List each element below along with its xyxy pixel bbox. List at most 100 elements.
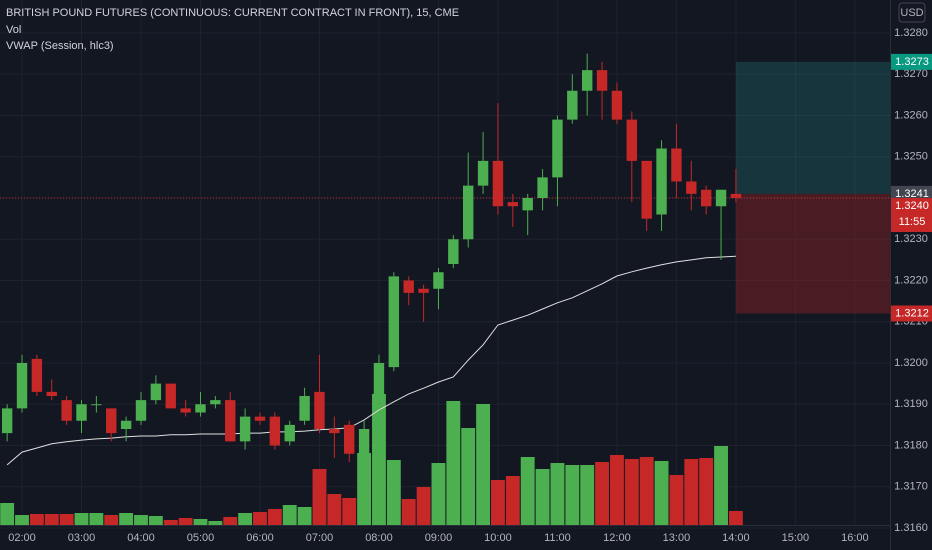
candle-body [61, 400, 72, 421]
volume-bar [119, 513, 134, 525]
price-tag-label: 1.3241 [895, 188, 929, 200]
candle-body [135, 400, 147, 421]
x-tick-label: 04:00 [127, 532, 155, 544]
candle-body [239, 416, 251, 442]
volume-bar [89, 513, 104, 525]
currency-label[interactable]: USD [900, 7, 923, 19]
x-tick-label: 09:00 [425, 532, 453, 544]
volume-bar [461, 428, 476, 525]
plot [0, 53, 890, 525]
volume-bar [595, 462, 609, 525]
candle-body [418, 288, 429, 293]
y-tick-label: 1.3180 [894, 439, 928, 451]
volume-bar [476, 404, 491, 525]
last-price-label: 1.3240 [895, 200, 929, 212]
candle-body [507, 202, 519, 207]
candle-body [16, 363, 28, 409]
y-tick-label: 1.3220 [894, 274, 928, 286]
volume-bar [238, 513, 253, 525]
candle-body [403, 280, 414, 293]
vwap-line [6, 255, 736, 466]
y-tick-label: 1.3280 [894, 27, 928, 39]
candle-body [700, 189, 712, 207]
candle-body [284, 424, 295, 442]
x-tick-label: 14:00 [722, 532, 750, 544]
y-tick-label: 1.3270 [894, 68, 928, 80]
candle-body [210, 400, 221, 405]
candle-body [1, 408, 13, 434]
x-tick-label: 02:00 [8, 532, 36, 544]
candle-body [492, 160, 504, 207]
candle-body [329, 429, 340, 434]
x-tick-label: 06:00 [246, 532, 274, 544]
candle-body [76, 404, 87, 421]
volume-bar [386, 460, 401, 525]
volume-bar [550, 463, 565, 525]
volume-bar [624, 459, 639, 525]
candle-body [715, 189, 727, 207]
candle-body [671, 148, 682, 182]
candle-body [686, 181, 697, 194]
volume-bar [728, 511, 743, 525]
volume-bar [372, 394, 386, 525]
y-tick-label: 1.3230 [894, 233, 928, 245]
volume-bar [134, 515, 148, 525]
volume-bar [297, 507, 312, 525]
volume-bar [535, 469, 550, 525]
volume-bar [505, 476, 520, 525]
volume-bar [44, 514, 59, 525]
last-price-tag [891, 198, 932, 232]
y-tick-label: 1.3200 [894, 357, 928, 369]
candle-body [477, 160, 489, 186]
candle-body [344, 424, 355, 454]
volume-bar [15, 515, 29, 525]
candle-body [150, 383, 162, 401]
candle-body [462, 185, 474, 240]
volume-bar [253, 512, 267, 525]
candle-body [254, 416, 266, 421]
volume-bar [59, 514, 74, 525]
y-tick-label: 1.3170 [894, 481, 928, 493]
indicator-label: Vol [6, 24, 21, 36]
candle-body [46, 391, 57, 396]
candle-body [448, 239, 459, 264]
volume-bar [609, 455, 624, 525]
x-tick-label: 08:00 [365, 532, 393, 544]
y-tick-label: 1.3190 [894, 398, 928, 410]
candle-body [358, 429, 370, 458]
y-tick-label: 1.3160 [894, 522, 928, 534]
x-tick-label: 12:00 [603, 532, 631, 544]
x-tick-label: 13:00 [663, 532, 691, 544]
candle-body [581, 70, 593, 91]
volume-bar [148, 516, 163, 525]
volume-bar [357, 453, 372, 525]
volume-bar [312, 469, 327, 525]
volume-bar [639, 457, 654, 525]
y-tick-label: 1.3260 [894, 109, 928, 121]
stop-zone [735, 193, 890, 314]
volume-bar [520, 457, 535, 525]
candle-body [299, 396, 310, 421]
candle-body [626, 119, 638, 161]
candle-body [165, 383, 176, 409]
candle-body [388, 276, 400, 368]
x-tick-label: 03:00 [68, 532, 96, 544]
candle-body [522, 198, 533, 211]
x-tick-label: 07:00 [306, 532, 334, 544]
candle-body [641, 160, 652, 219]
candle-body [314, 391, 325, 429]
currency-button[interactable] [898, 2, 926, 23]
volume-bar [282, 505, 297, 525]
volume-bar [684, 459, 699, 525]
volume-bar [416, 487, 431, 525]
volume-bar [223, 517, 238, 525]
candle-body [611, 90, 623, 120]
candle-body [269, 416, 281, 446]
target-zone [735, 61, 890, 194]
volume-bar [699, 458, 714, 525]
indicator-label: VWAP (Session, hlc3) [6, 40, 114, 52]
volume-bar [0, 503, 15, 525]
x-tick-label: 15:00 [782, 532, 810, 544]
